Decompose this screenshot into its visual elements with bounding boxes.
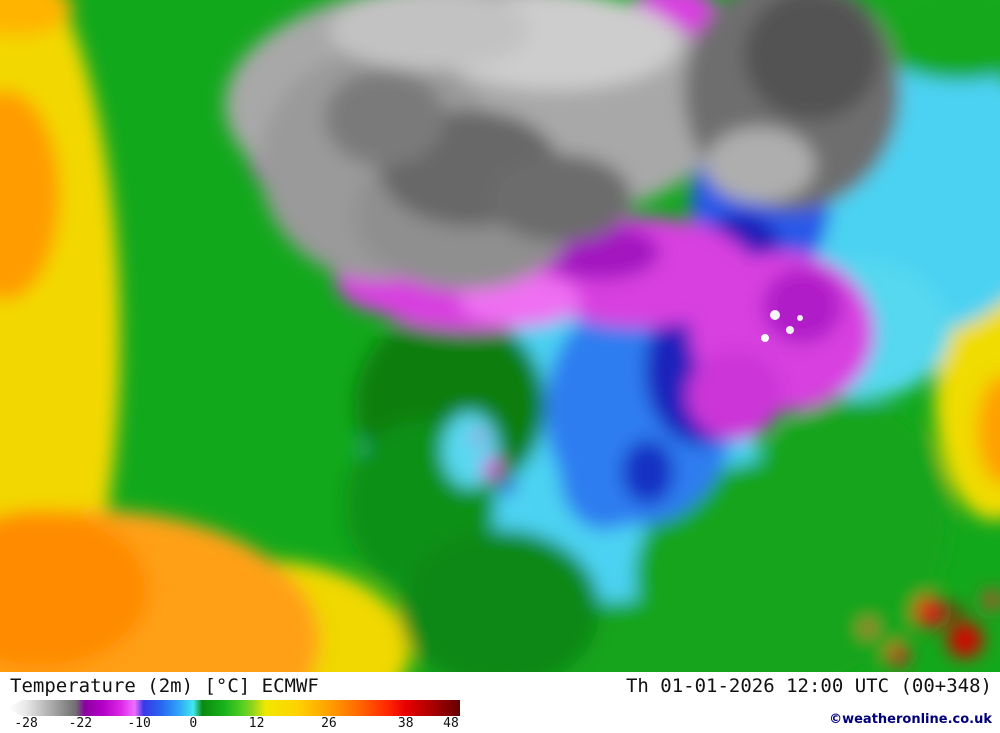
- map-container: [0, 0, 1000, 672]
- map-title: Temperature (2m) [°C] ECMWF: [10, 675, 319, 697]
- temperature-map: [0, 0, 1000, 672]
- colorbar-tick: 0: [189, 716, 198, 731]
- arctic-gray-region: [225, 0, 900, 290]
- colorbar-tick: 48: [443, 716, 459, 731]
- rockies-cold-specks: [442, 412, 526, 506]
- colorbar-ticks: -28 -22 -10 0 12 26 38 48: [8, 716, 460, 732]
- colorbar-tick: 26: [321, 716, 337, 731]
- colorbar-tick: 12: [248, 716, 265, 731]
- warm-ocean-west-region: [0, 0, 410, 672]
- map-datetime: Th 01-01-2026 12:00 UTC (00+348): [625, 675, 992, 697]
- copyright-text: ©weatheronline.co.uk: [829, 712, 992, 727]
- colorbar-tick: -10: [127, 716, 151, 731]
- colorbar: [8, 700, 460, 716]
- footer-bar: Temperature (2m) [°C] ECMWF Th 01-01-202…: [0, 672, 1000, 733]
- snow-speckles: [761, 310, 803, 342]
- hot-red-spots: [861, 591, 1000, 666]
- west-interior-green-region: [345, 310, 600, 672]
- colorbar-tick: -28: [14, 716, 38, 731]
- colorbar-tick: -22: [68, 716, 93, 731]
- colorbar-tick: 38: [397, 716, 414, 731]
